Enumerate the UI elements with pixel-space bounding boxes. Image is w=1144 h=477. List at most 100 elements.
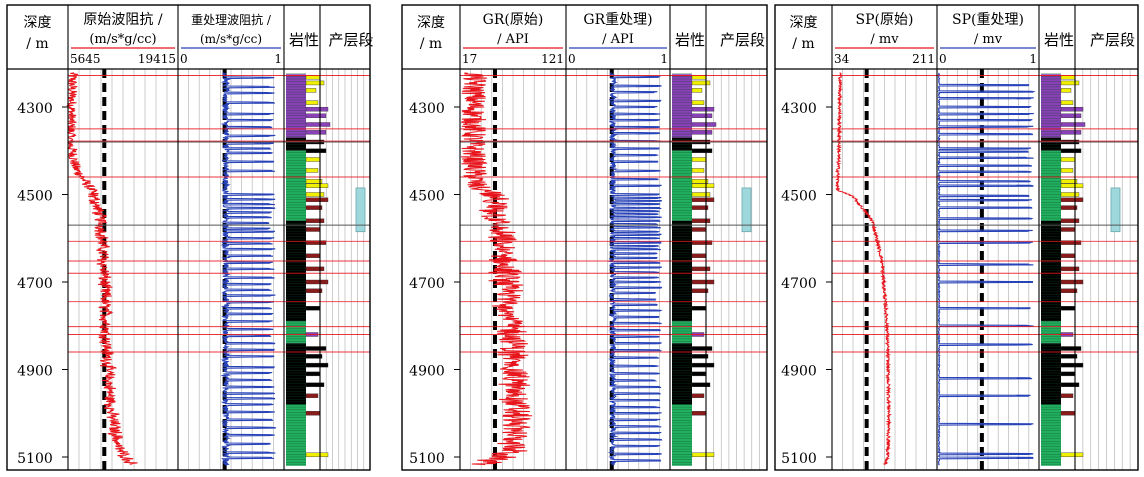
- lithology-tick: [691, 393, 705, 398]
- curve-group: [66, 69, 138, 470]
- lithology-tick: [305, 80, 325, 86]
- lithology-tick: [1060, 218, 1080, 223]
- depth-header: 深度: [24, 15, 52, 31]
- lithology-tick: [1060, 179, 1078, 184]
- lithology-tick: [1060, 306, 1076, 311]
- scale-min: 0: [180, 52, 188, 66]
- lithology-tick: [305, 452, 329, 458]
- track-title: SP(重处理): [952, 12, 1024, 28]
- lithology-tick: [305, 288, 323, 293]
- depth-tick-label: 5100: [781, 451, 817, 467]
- track-title: GR(原始): [483, 12, 544, 28]
- lithology-tick: [305, 411, 321, 416]
- lithology-tick: [691, 113, 713, 118]
- lithology-bed: [672, 343, 692, 405]
- lithology-tick: [305, 205, 323, 210]
- lithology-tick: [691, 279, 715, 285]
- lithology-tick: [691, 288, 709, 293]
- log-panel-2: 深度 / m GR(原始) / API 17 121 GR重处理) / API 0 1 岩性 产层段 4…: [401, 4, 768, 471]
- curve-group: [460, 69, 533, 470]
- lithology-tick: [305, 306, 321, 311]
- depth-tick-label: 4300: [409, 101, 445, 117]
- track-unit: / mv: [974, 32, 1003, 47]
- scale-min: 17: [462, 52, 477, 66]
- lithology-bed: [286, 74, 306, 138]
- zone-header: 产层段: [720, 31, 765, 49]
- depth-unit: / m: [26, 36, 48, 52]
- lithology-tick: [1060, 354, 1078, 359]
- lithology-tick: [691, 452, 715, 458]
- panel-header: 深度 / m GR(原始) / API 17 121 GR重处理) / API 0 1 岩性 产层段: [417, 12, 765, 66]
- lithology-tick: [305, 218, 325, 223]
- lithology-tick: [305, 362, 329, 368]
- lithology-tick: [691, 371, 707, 377]
- lithology-bed: [672, 74, 692, 138]
- lithology-tick: [691, 205, 709, 210]
- track-unit: / API: [602, 32, 634, 47]
- depth-tick-label: 4300: [781, 101, 817, 117]
- depth-tick-label: 4300: [17, 101, 53, 117]
- depth-tick-label: 5100: [409, 451, 445, 467]
- lithology-tick: [691, 306, 707, 311]
- lithology-tick: [691, 130, 713, 135]
- lithology-header: 岩性: [675, 31, 705, 49]
- depth-tick-label: 4700: [17, 276, 53, 292]
- depth-tick-label: 4700: [781, 276, 817, 292]
- scale-min: 34: [834, 52, 850, 66]
- original-curve: [66, 72, 138, 465]
- lithology-tick: [1060, 382, 1080, 388]
- track-title: GR重处理): [583, 12, 652, 28]
- lithology-tick: [691, 240, 713, 245]
- lithology-tick: [305, 354, 323, 359]
- panel-frame: [401, 4, 768, 471]
- lithology-tick: [691, 183, 715, 188]
- lithology-tick: [305, 371, 321, 377]
- reprocessed-curve: [936, 72, 1036, 466]
- lithology-tick: [1060, 240, 1082, 245]
- lithology-tick: [1060, 279, 1084, 285]
- lithology-tick: [691, 354, 709, 359]
- depth-unit: / m: [792, 36, 814, 52]
- lithology-tick: [305, 130, 327, 135]
- lithology-tick: [305, 266, 325, 272]
- lithology-tick: [1060, 113, 1082, 118]
- depth-tick-label: 4900: [781, 364, 817, 380]
- lithology-tick: [1060, 100, 1074, 105]
- lithology-tick: [305, 393, 319, 398]
- lithology-bed: [286, 404, 306, 466]
- panel-header: 深度 / m SP(原始) / mv 34 211 SP(重处理) / mv 0 1 岩性 产层段: [790, 12, 1136, 66]
- lithology-bed: [1041, 404, 1061, 466]
- lithology-bed: [1041, 321, 1061, 344]
- lithology-tick: [305, 179, 323, 184]
- lithology-tick: [1060, 227, 1076, 232]
- scale-max: 1: [1029, 52, 1037, 66]
- lithology-tick: [691, 411, 707, 416]
- lithology-tick: [691, 179, 709, 184]
- lithology-tick: [691, 168, 705, 173]
- lithology-tick: [305, 240, 327, 245]
- lithology-tick: [691, 100, 705, 105]
- curve-group: [936, 69, 1036, 470]
- productive-zone-marker: [741, 187, 752, 233]
- depth-tick-label: 4500: [17, 189, 53, 205]
- lithology-bed: [672, 220, 692, 322]
- log-panel-1: 深度 / m 原始波阻抗 / (m/s*g/cc) 5645 19415 重处理波阻抗 / (…: [6, 4, 374, 471]
- depth-header: 深度: [790, 15, 818, 31]
- reprocessed-curve: [608, 72, 663, 466]
- lithology-tick: [691, 362, 715, 368]
- lithology-tick: [1060, 183, 1084, 188]
- curve-group: [220, 69, 277, 470]
- lithology-tick: [305, 253, 321, 258]
- lithology-tick: [691, 122, 717, 127]
- lithology-tick: [1060, 362, 1084, 368]
- lithology-tick: [1060, 266, 1080, 272]
- panel-frame: [6, 4, 371, 471]
- lithology-tick: [1060, 371, 1076, 377]
- lithology-tick: [1060, 130, 1082, 135]
- curve-group: [608, 69, 663, 470]
- curve-group: [834, 69, 893, 470]
- lithology-tick: [305, 100, 319, 105]
- lithology-tick: [691, 88, 703, 93]
- lithology-tick: [1060, 411, 1076, 416]
